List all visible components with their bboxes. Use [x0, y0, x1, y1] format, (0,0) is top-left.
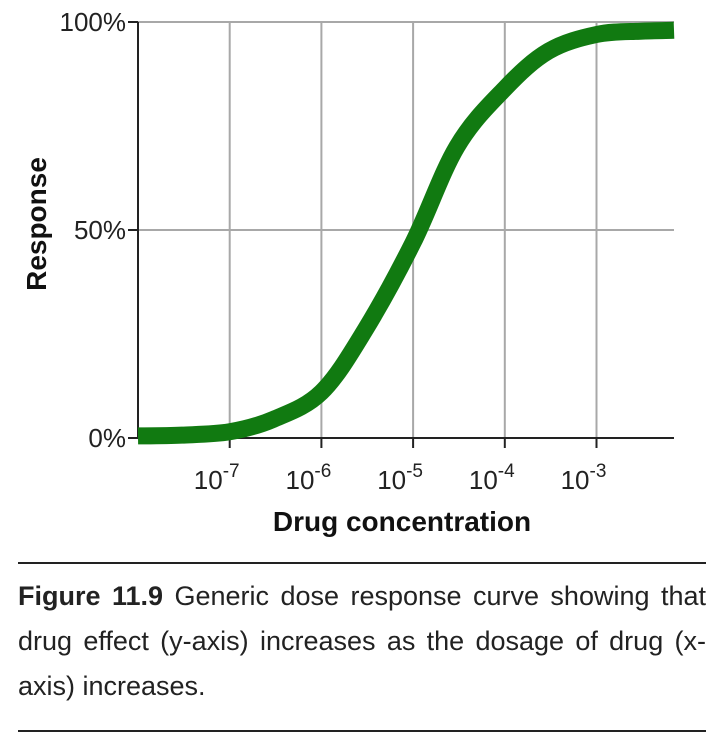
caption-top-rule — [18, 562, 706, 564]
caption-bottom-rule — [18, 730, 706, 732]
caption-text: Generic dose response curve showing that… — [18, 581, 706, 701]
figure-number: Figure 11.9 — [18, 581, 164, 611]
x-tick-label: 10-4 — [469, 461, 515, 495]
dose-response-curve — [137, 21, 675, 445]
y-tick-label: 0% — [88, 423, 126, 453]
y-tick-label: 50% — [74, 215, 126, 245]
y-axis-label: Response — [21, 157, 52, 291]
x-tick-label: 10-3 — [561, 461, 607, 495]
figure-caption: Figure 11.9 Generic dose response curve … — [18, 574, 706, 709]
x-tick-label: 10-6 — [285, 461, 331, 495]
dose-response-chart: 0%50%100% 10-7 10-6 10-5 10-4 10-3 Response … — [21, 7, 675, 537]
y-tick-label: 100% — [60, 7, 127, 37]
x-axis-label: Drug concentration — [273, 506, 531, 537]
x-tick-label: 10-5 — [377, 461, 423, 495]
series-group — [137, 21, 675, 445]
x-axis-ticks: 10-7 10-6 10-5 10-4 10-3 — [194, 438, 607, 495]
y-axis-ticks: 0% 50% 100% — [60, 7, 138, 453]
grid-lines — [138, 21, 674, 438]
x-tick-label: 10-7 — [194, 461, 240, 495]
